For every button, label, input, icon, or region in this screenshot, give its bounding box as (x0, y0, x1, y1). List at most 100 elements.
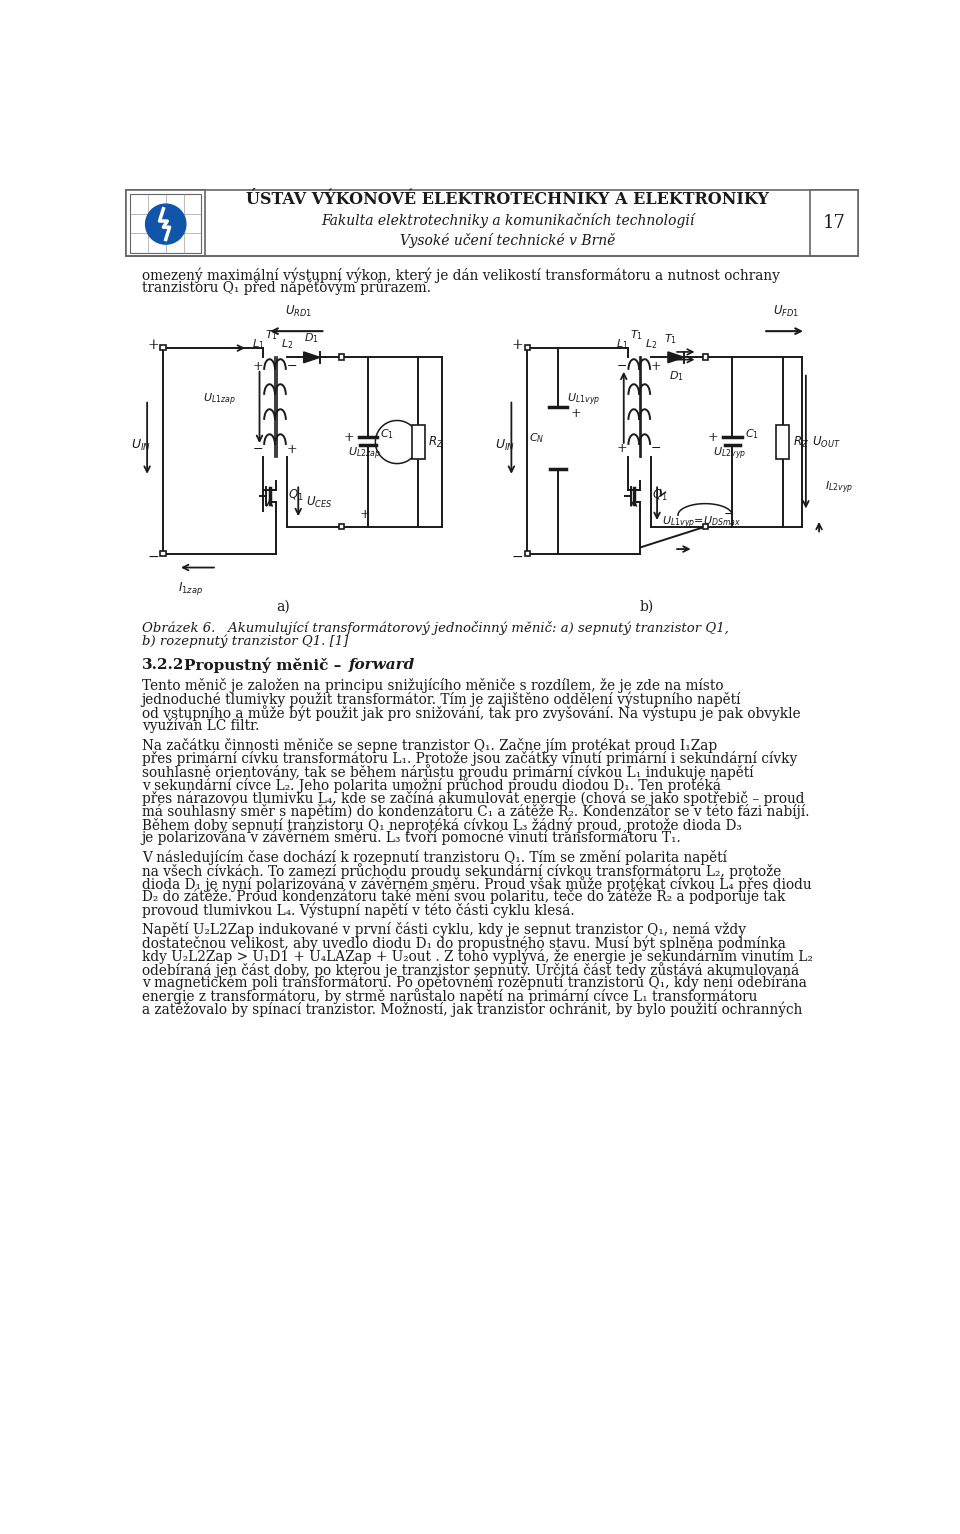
Text: Tento měnič je založen na principu snižujícího měniče s rozdílem, že je zde na m: Tento měnič je založen na principu snižu… (142, 678, 723, 693)
Text: souhlasně orientovány, tak se během nárůstu proudu primární cívkou L₁ indukuje n: souhlasně orientovány, tak se během nárů… (142, 764, 754, 779)
Text: $U_{L1zap}$: $U_{L1zap}$ (204, 391, 236, 408)
Text: na všech cívkách. To zamezí průchodu proudu sekundární cívkou transformátoru L₂,: na všech cívkách. To zamezí průchodu pro… (142, 864, 780, 879)
Bar (524, 551, 530, 555)
Text: energie z transformátoru, by strmě narůstalo napětí na primární cívce L₁ transfo: energie z transformátoru, by strmě narůs… (142, 988, 757, 1005)
Text: omezený maximální výstupní výkon, který je dán velikostí transformátoru a nutnos: omezený maximální výstupní výkon, který … (142, 267, 780, 282)
Text: má souhlasný směr s napětím) do kondenzátoru C₁ a zátěže R₂. Kondenzátor se v té: má souhlasný směr s napětím) do kondenzá… (142, 804, 809, 819)
Text: $C_1$: $C_1$ (380, 428, 395, 442)
Text: 17: 17 (823, 215, 845, 232)
Circle shape (146, 204, 186, 244)
Text: a): a) (276, 600, 290, 614)
Bar (160, 345, 166, 350)
Text: odebíraná jen část doby, po kterou je tranzistor sepnutý. Určitá část tedy zůstá: odebíraná jen část doby, po kterou je tr… (142, 962, 799, 977)
Text: jednoduché tlumivky použit transformátor. Tím je zajištěno oddělení výstupního n: jednoduché tlumivky použit transformátor… (142, 692, 741, 707)
Text: přes nárazovou tlumivku L₄, kde se začíná akumulovat energie (chová se jako spot: přes nárazovou tlumivku L₄, kde se začín… (142, 790, 804, 805)
Text: $U_{FD1}$: $U_{FD1}$ (774, 304, 800, 319)
Bar (703, 523, 708, 529)
Text: provoud tlumivkou L₄. Výstupní napětí v této části cyklu klesá.: provoud tlumivkou L₄. Výstupní napětí v … (142, 902, 574, 919)
Text: Fakulta elektrotechniky a komunikačních technologií: Fakulta elektrotechniky a komunikačních … (321, 213, 694, 227)
Text: $Q_1$: $Q_1$ (653, 488, 668, 503)
Text: $L_1$: $L_1$ (616, 337, 629, 351)
Text: +: + (287, 443, 298, 456)
Text: dostatečnou velikost, aby uvedlo diodu D₁ do propustného stavu. Musí být splněna: dostatečnou velikost, aby uvedlo diodu D… (142, 936, 785, 951)
Text: −: − (617, 360, 628, 373)
Text: −: − (512, 549, 523, 565)
Text: $R_Z$: $R_Z$ (794, 434, 809, 449)
Text: $U_{RD1}$: $U_{RD1}$ (285, 304, 312, 319)
Text: Propustný měnič –: Propustný měnič – (183, 658, 347, 673)
Text: $C_N$: $C_N$ (529, 431, 544, 445)
Text: ÚSTAV VÝKONOVÉ ELEKTROTECHNIKY A ELEKTRONIKY: ÚSTAV VÝKONOVÉ ELEKTROTECHNIKY A ELEKTRO… (246, 190, 769, 209)
Text: −: − (651, 442, 661, 454)
Text: −: − (252, 443, 263, 456)
Text: −: − (148, 549, 159, 565)
Text: je polarizována v závěrném směru. L₃ tvoří pomocné vinutí transformátoru T₁.: je polarizována v závěrném směru. L₃ tvo… (142, 830, 682, 845)
Text: $U_{OUT}$: $U_{OUT}$ (812, 434, 841, 449)
Bar (339, 523, 344, 529)
Bar (777, 425, 789, 459)
Text: v magnetickém poli transformátoru. Po opětovném rozepnutí tranzistoru Q₁, kdy ne: v magnetickém poli transformátoru. Po op… (142, 976, 806, 989)
Text: +: + (708, 431, 718, 443)
Text: $U_{L1vyp}$=$U_{DSmax}$: $U_{L1vyp}$=$U_{DSmax}$ (662, 515, 742, 531)
Text: Během doby sepnutí tranzistoru Q₁ neprotéká cívkou L₃ žádný proud, protože dioda: Během doby sepnutí tranzistoru Q₁ neprot… (142, 818, 741, 833)
Text: b) rozepnutý tranzistor Q1. [1]: b) rozepnutý tranzistor Q1. [1] (142, 635, 348, 647)
Text: forward: forward (348, 658, 415, 672)
Text: od vstupního a může být použit jak pro snižování, tak pro zvyšování. Na výstupu : od vstupního a může být použit jak pro s… (142, 706, 801, 721)
Bar (126, 190, 858, 256)
Text: +: + (344, 431, 354, 443)
Text: 3.2.2: 3.2.2 (142, 658, 184, 672)
Text: Na začátku činnosti měniče se sepne tranzistor Q₁. Začne jím protékat proud I₁Za: Na začátku činnosti měniče se sepne tran… (142, 738, 717, 753)
Text: +: + (512, 337, 523, 351)
Text: +: + (148, 337, 159, 351)
Text: $Q_1$: $Q_1$ (288, 488, 304, 503)
Text: využíván LC filtr.: využíván LC filtr. (142, 718, 259, 733)
Text: $U_{L2vyp}$: $U_{L2vyp}$ (712, 446, 746, 462)
Text: Vysoké učení technické v Brně: Vysoké učení technické v Brně (399, 233, 615, 249)
Text: +: + (617, 442, 628, 454)
Text: $I_{1zap}$: $I_{1zap}$ (179, 580, 204, 597)
Text: −: − (724, 508, 734, 522)
Text: $U_{IN}$: $U_{IN}$ (131, 439, 151, 454)
Text: v sekundární cívce L₂. Jeho polarita umožní průchod proudu diodou D₁. Ten proték: v sekundární cívce L₂. Jeho polarita umo… (142, 778, 721, 793)
Polygon shape (303, 351, 320, 362)
Text: $L_2$: $L_2$ (645, 337, 658, 351)
Text: a zatěžovalo by spínací tranzistor. Možností, jak tranzistor ochránit, by bylo p: a zatěžovalo by spínací tranzistor. Možn… (142, 1002, 802, 1017)
Text: +: + (252, 360, 263, 373)
Text: D₂ do zátěže. Proud kondenzátoru také mění svou polaritu, teče do zátěže R₂ a po: D₂ do zátěže. Proud kondenzátoru také mě… (142, 890, 785, 905)
Bar (160, 551, 166, 555)
Text: $I_{L2vyp}$: $I_{L2vyp}$ (826, 480, 853, 497)
Text: +: + (651, 360, 661, 373)
Text: −: − (287, 360, 298, 373)
Text: +: + (360, 508, 371, 522)
Text: +: + (570, 407, 581, 420)
Text: $U_{L2zap}$: $U_{L2zap}$ (348, 446, 381, 462)
Text: přes primární cívku transformátoru L₁. Protože jsou začátky vinutí primární i se: přes primární cívku transformátoru L₁. P… (142, 750, 797, 765)
Bar (126, 190, 205, 256)
Text: $R_Z$: $R_Z$ (427, 434, 444, 449)
Text: $U_{IN}$: $U_{IN}$ (495, 439, 516, 454)
Text: $T_1$: $T_1$ (630, 328, 642, 342)
Bar (703, 354, 708, 359)
Text: $D_1$: $D_1$ (669, 370, 684, 384)
Text: $U_{CES}$: $U_{CES}$ (306, 494, 332, 509)
Bar (809, 190, 858, 256)
Text: V následujícím čase dochází k rozepnutí tranzistoru Q₁. Tím se změní polarita na: V následujícím čase dochází k rozepnutí … (142, 850, 727, 865)
Text: $T_1$: $T_1$ (265, 328, 278, 342)
Bar (339, 354, 344, 359)
Text: $C_1$: $C_1$ (745, 428, 758, 442)
Text: $D_1$: $D_1$ (304, 331, 320, 345)
Text: $L_1$: $L_1$ (252, 337, 264, 351)
Bar (524, 345, 530, 350)
Text: dioda D₁ je nyní polarizována v závěrném směru. Proud však může protékat cívkou : dioda D₁ je nyní polarizována v závěrném… (142, 876, 811, 893)
Text: kdy U₂L2Zap > U₁D1 + U₄LAZap + U₂out . Z toho vyplývá, že energie je sekundárním: kdy U₂L2Zap > U₁D1 + U₄LAZap + U₂out . Z… (142, 948, 812, 963)
Text: Napětí U₂L2Zap indukované v první části cyklu, kdy je sepnut tranzistor Q₁, nemá: Napětí U₂L2Zap indukované v první části … (142, 922, 746, 937)
Text: $L_2$: $L_2$ (281, 337, 294, 351)
Bar (412, 425, 424, 459)
Polygon shape (668, 351, 684, 362)
Text: $U_{L1vyp}$: $U_{L1vyp}$ (567, 391, 601, 408)
Bar (130, 195, 202, 253)
Text: tranzistoru Q₁ před napěťovým průrazem.: tranzistoru Q₁ před napěťovým průrazem. (142, 279, 431, 296)
Text: Obrázek 6.   Akumulující transformátorový jednočinný měnič: a) sepnutý tranzisto: Obrázek 6. Akumulující transformátorový … (142, 621, 729, 635)
Text: b): b) (640, 600, 654, 614)
Text: $T_1$: $T_1$ (663, 331, 677, 345)
